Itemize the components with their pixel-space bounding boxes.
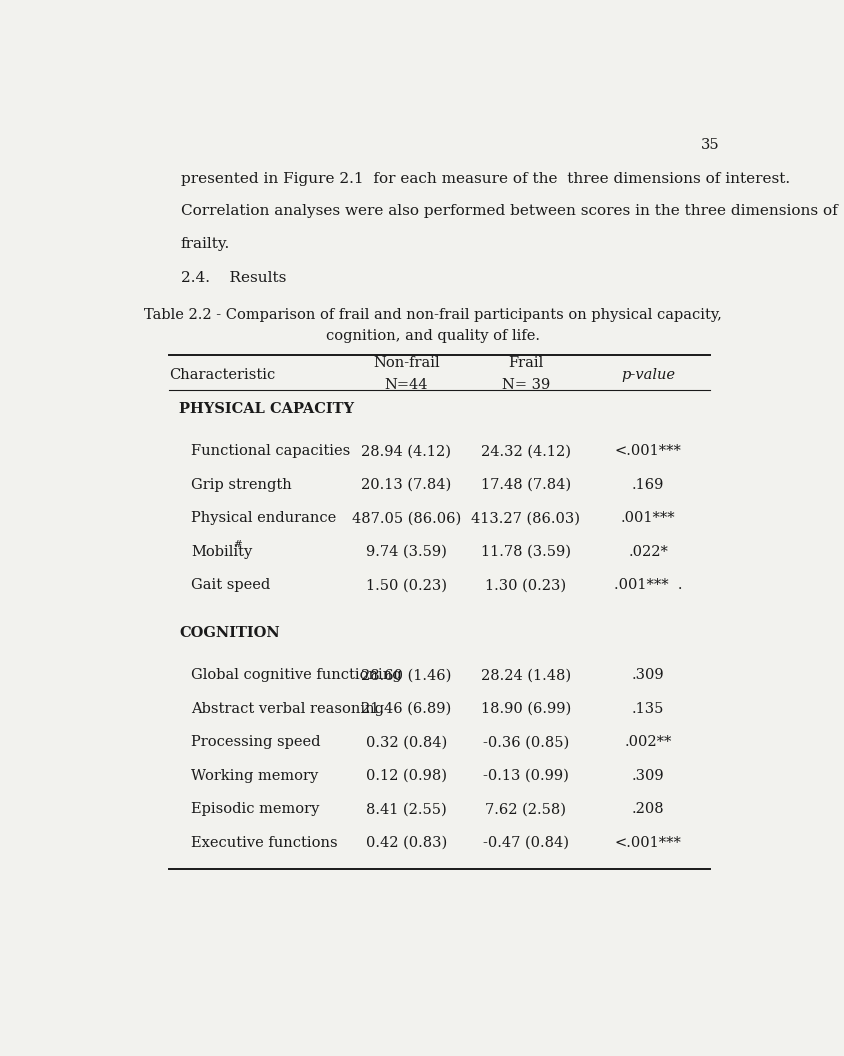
Text: Frail: Frail: [507, 356, 543, 370]
Text: presented in Figure 2.1  for each measure of the  three dimensions of interest.: presented in Figure 2.1 for each measure…: [181, 172, 789, 186]
Text: 28.94 (4.12): 28.94 (4.12): [361, 445, 451, 458]
Text: 2.4.    Results: 2.4. Results: [181, 270, 286, 285]
Text: Functional capacities: Functional capacities: [191, 445, 349, 458]
Text: Grip strength: Grip strength: [191, 477, 291, 492]
Text: #: #: [233, 540, 241, 548]
Text: -0.36 (0.85): -0.36 (0.85): [482, 735, 568, 750]
Text: p-value: p-value: [620, 367, 674, 381]
Text: 413.27 (86.03): 413.27 (86.03): [471, 511, 580, 525]
Text: frailty.: frailty.: [181, 237, 230, 250]
Text: .135: .135: [631, 702, 663, 716]
Text: 0.32 (0.84): 0.32 (0.84): [365, 735, 446, 750]
Text: .309: .309: [631, 668, 663, 682]
Text: N=44: N=44: [384, 378, 428, 393]
Text: Non-frail: Non-frail: [372, 356, 439, 370]
Text: .001***: .001***: [620, 511, 674, 525]
Text: .208: .208: [631, 803, 663, 816]
Text: 0.12 (0.98): 0.12 (0.98): [365, 769, 446, 782]
Text: 8.41 (2.55): 8.41 (2.55): [365, 803, 446, 816]
Text: 28.60 (1.46): 28.60 (1.46): [360, 668, 451, 682]
Text: -0.47 (0.84): -0.47 (0.84): [482, 835, 568, 850]
Text: COGNITION: COGNITION: [179, 625, 279, 640]
Text: Working memory: Working memory: [191, 769, 317, 782]
Text: 18.90 (6.99): 18.90 (6.99): [480, 702, 571, 716]
Text: Characteristic: Characteristic: [169, 367, 274, 381]
Text: 17.48 (7.84): 17.48 (7.84): [480, 477, 570, 492]
Text: .022*: .022*: [627, 545, 668, 559]
Text: -0.13 (0.99): -0.13 (0.99): [482, 769, 568, 782]
Text: 487.05 (86.06): 487.05 (86.06): [351, 511, 461, 525]
Text: PHYSICAL CAPACITY: PHYSICAL CAPACITY: [179, 401, 354, 416]
Text: .001***  .: .001*** .: [613, 579, 682, 592]
Text: N= 39: N= 39: [501, 378, 549, 393]
Text: Gait speed: Gait speed: [191, 579, 270, 592]
Text: Table 2.2 - Comparison of frail and non-frail participants on physical capacity,: Table 2.2 - Comparison of frail and non-…: [143, 307, 721, 322]
Text: Episodic memory: Episodic memory: [191, 803, 319, 816]
Text: 1.30 (0.23): 1.30 (0.23): [484, 579, 565, 592]
Text: Mobility: Mobility: [191, 545, 252, 559]
Text: .309: .309: [631, 769, 663, 782]
Text: Abstract verbal reasoning: Abstract verbal reasoning: [191, 702, 383, 716]
Text: Physical endurance: Physical endurance: [191, 511, 336, 525]
Text: .169: .169: [631, 477, 663, 492]
Text: 21.46 (6.89): 21.46 (6.89): [360, 702, 451, 716]
Text: cognition, and quality of life.: cognition, and quality of life.: [325, 329, 539, 343]
Text: Global cognitive functioning: Global cognitive functioning: [191, 668, 401, 682]
Text: 0.42 (0.83): 0.42 (0.83): [365, 835, 446, 850]
Text: 28.24 (1.48): 28.24 (1.48): [480, 668, 570, 682]
Text: Correlation analyses were also performed between scores in the three dimensions : Correlation analyses were also performed…: [181, 205, 836, 219]
Text: Processing speed: Processing speed: [191, 735, 320, 750]
Text: Executive functions: Executive functions: [191, 835, 337, 850]
Text: 11.78 (3.59): 11.78 (3.59): [480, 545, 570, 559]
Text: .002**: .002**: [624, 735, 671, 750]
Text: 20.13 (7.84): 20.13 (7.84): [360, 477, 451, 492]
Text: 7.62 (2.58): 7.62 (2.58): [484, 803, 565, 816]
Text: 35: 35: [700, 138, 718, 152]
Text: 24.32 (4.12): 24.32 (4.12): [480, 445, 570, 458]
Text: 1.50 (0.23): 1.50 (0.23): [365, 579, 446, 592]
Text: 9.74 (3.59): 9.74 (3.59): [365, 545, 446, 559]
Text: <.001***: <.001***: [614, 445, 681, 458]
Text: <.001***: <.001***: [614, 835, 681, 850]
